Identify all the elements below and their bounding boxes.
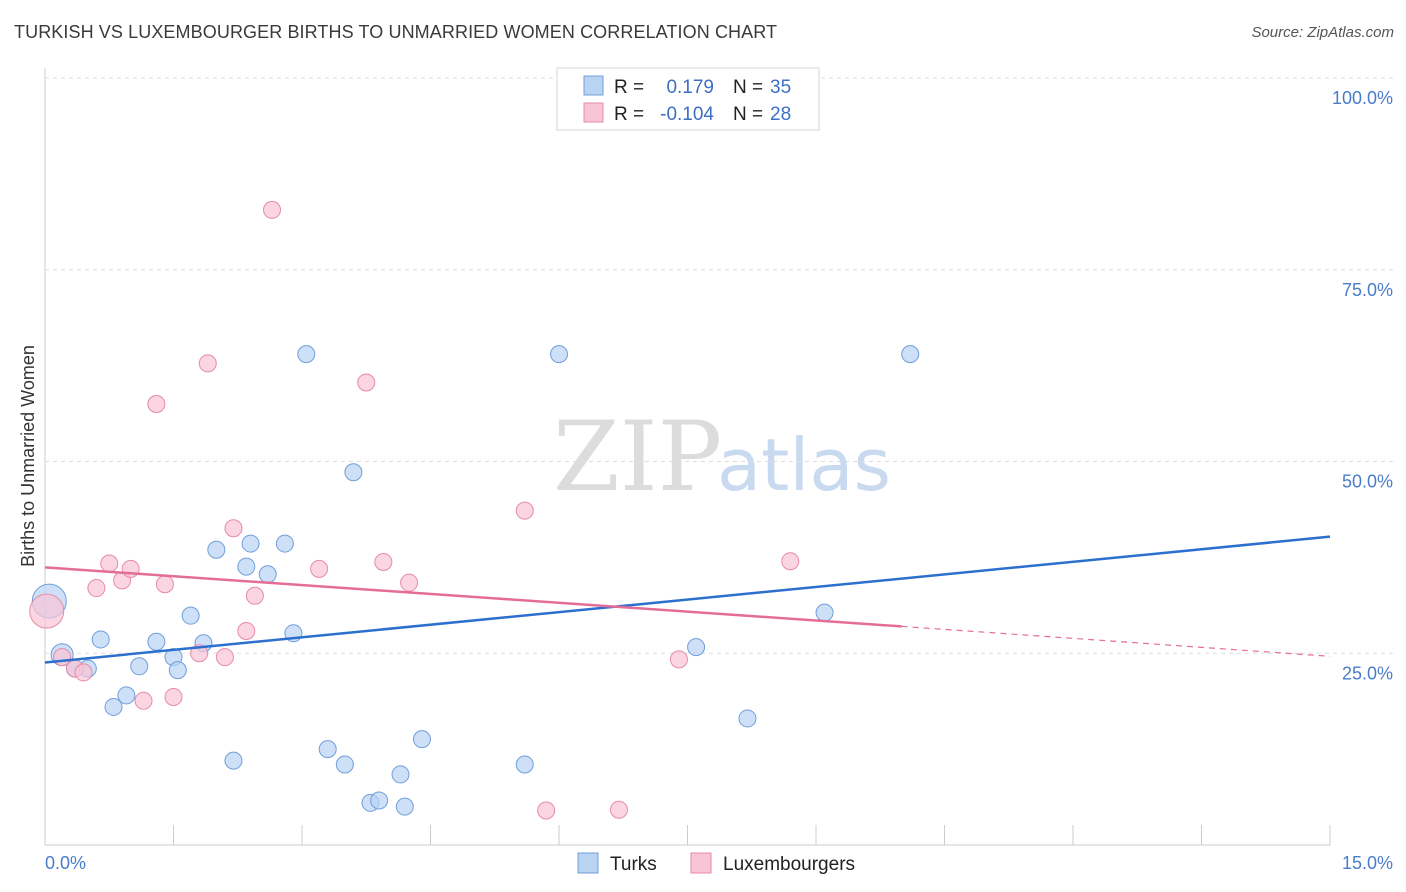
turks-point	[91, 630, 110, 649]
turks-point	[275, 534, 294, 553]
y-axis-label: Births to Unmarried Women	[18, 345, 38, 567]
legend-n-label-turks: N =	[733, 77, 763, 98]
luxembourgers-point	[215, 648, 234, 667]
trend-lines	[44, 535, 1331, 664]
luxembourgers-point	[100, 554, 119, 573]
turks-point	[168, 661, 187, 680]
luxembourgers-point	[134, 691, 153, 710]
x-tick-label-min: 0.0%	[45, 853, 86, 873]
luxembourgers-point	[609, 800, 628, 819]
turks-point	[297, 345, 316, 364]
y-tick-label: 100.0%	[1332, 88, 1393, 108]
legend-r-value-luxembourgers: -0.104	[660, 104, 714, 125]
turks-trend-line	[44, 535, 1331, 664]
series-legend: Turks Luxembourgers	[577, 852, 855, 875]
luxembourgers-point	[237, 622, 256, 641]
turks-point	[237, 557, 256, 576]
legend-r-value-turks: 0.179	[666, 77, 714, 98]
luxembourgers-point	[357, 373, 376, 392]
legend-n-value-turks: 35	[770, 77, 791, 98]
bottom-legend-swatch-luxembourgers	[690, 852, 712, 874]
stats-legend: R = 0.179 N = 35 R = -0.104 N = 28	[556, 67, 820, 131]
luxembourgers-point	[74, 663, 93, 682]
turks-point	[224, 751, 243, 770]
luxembourgers-point	[155, 575, 174, 594]
turks-point	[550, 345, 568, 364]
y-tick-label: 25.0%	[1342, 663, 1393, 683]
turks-point	[344, 463, 363, 482]
turks-point	[318, 740, 337, 759]
turks-point	[241, 534, 260, 553]
turks-point	[147, 632, 166, 651]
luxembourgers-point	[400, 573, 419, 592]
chart-title: TURKISH VS LUXEMBOURGER BIRTHS TO UNMARR…	[14, 22, 778, 42]
legend-swatch-luxembourgers	[583, 102, 604, 123]
luxembourgers-point	[669, 650, 688, 669]
luxembourgers-trend-extension	[901, 625, 1331, 657]
luxembourgers-point	[515, 501, 534, 520]
legend-swatch-turks	[583, 75, 604, 96]
luxembourgers-point	[147, 394, 166, 413]
turks-point	[738, 709, 757, 728]
legend-n-label-luxembourgers: N =	[733, 104, 763, 125]
legend-r-label-turks: R =	[614, 77, 644, 98]
x-tick-label-max: 15.0%	[1342, 853, 1393, 873]
luxembourgers-point	[29, 593, 65, 629]
legend-n-value-luxembourgers: 28	[770, 104, 791, 125]
source-label: Source: ZipAtlas.com	[1251, 24, 1394, 41]
turks-point	[815, 603, 834, 622]
y-tick-label: 75.0%	[1342, 280, 1393, 300]
turks-point	[117, 686, 136, 705]
turks-point	[412, 730, 431, 749]
turks-point	[370, 791, 389, 810]
luxembourgers-trend-line	[44, 566, 902, 628]
turks-point	[901, 345, 920, 364]
x-ticks	[173, 825, 1331, 845]
watermark-zip: ZIP	[553, 401, 722, 513]
turks-point	[515, 755, 534, 774]
luxembourgers-point	[374, 552, 393, 571]
luxembourgers-point	[164, 687, 183, 706]
luxembourgers-point	[198, 354, 217, 373]
y-tick-label: 50.0%	[1342, 472, 1393, 492]
bottom-legend-swatch-turks	[577, 852, 599, 874]
bottom-legend-label-luxembourgers: Luxembourgers	[723, 854, 855, 875]
watermark-atlas: atlas	[717, 423, 891, 507]
y-tick-labels: 100.0% 75.0% 50.0% 25.0%	[1332, 88, 1393, 683]
legend-r-label-luxembourgers: R =	[614, 104, 644, 125]
luxembourgers-points	[29, 200, 800, 820]
bottom-legend-label-turks: Turks	[610, 854, 657, 875]
turks-point	[391, 765, 410, 784]
turks-point	[181, 606, 200, 625]
turks-point	[687, 638, 706, 657]
turks-point	[258, 565, 277, 584]
turks-point	[104, 697, 123, 716]
turks-point	[395, 797, 414, 816]
luxembourgers-point	[263, 200, 282, 219]
luxembourgers-point	[87, 579, 106, 598]
luxembourgers-point	[245, 586, 264, 605]
turks-point	[207, 540, 226, 559]
luxembourgers-point	[537, 801, 556, 820]
luxembourgers-point	[224, 519, 243, 538]
turks-point	[335, 755, 354, 774]
luxembourgers-point	[781, 552, 800, 571]
turks-point	[130, 657, 149, 676]
luxembourgers-point	[310, 559, 329, 578]
